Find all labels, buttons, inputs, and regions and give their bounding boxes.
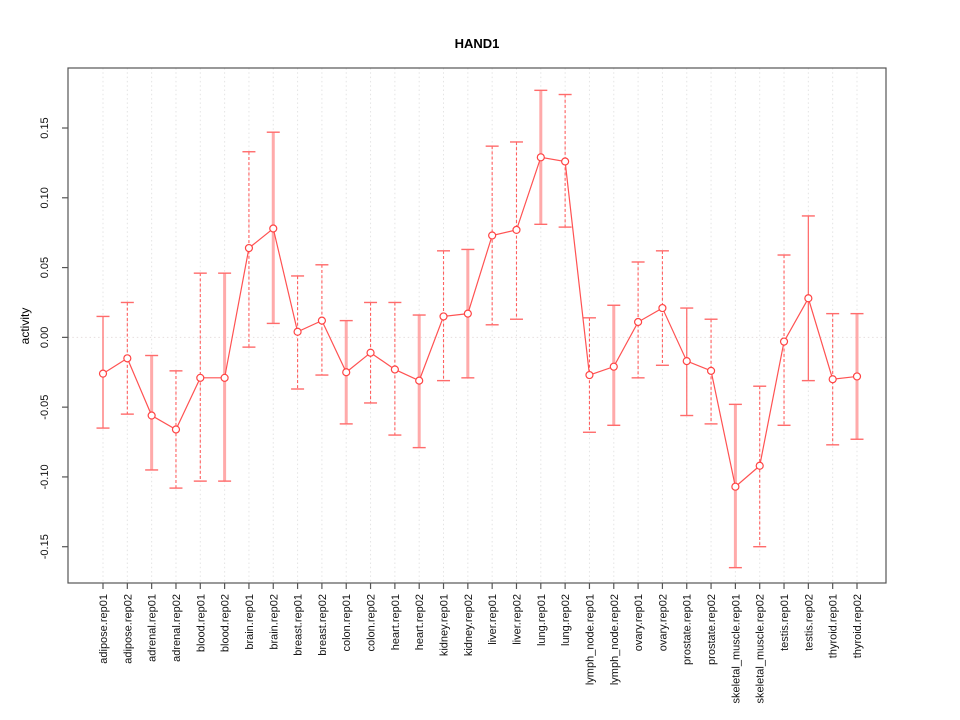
data-point bbox=[731, 482, 740, 491]
x-tick-label: prostate.rep02 bbox=[706, 594, 718, 665]
data-point bbox=[463, 309, 472, 318]
x-tick-label: testis.rep01 bbox=[779, 594, 791, 651]
x-tick-label: blood.rep01 bbox=[195, 594, 207, 652]
data-point bbox=[488, 231, 497, 240]
data-point bbox=[439, 312, 448, 321]
x-tick-label: colon.rep02 bbox=[366, 594, 378, 652]
data-point bbox=[682, 356, 691, 366]
data-point bbox=[706, 366, 716, 375]
data-point bbox=[585, 370, 594, 380]
data-point bbox=[317, 316, 327, 325]
data-point bbox=[633, 317, 643, 327]
data-point bbox=[123, 354, 132, 363]
x-tick-label: lymph_node.rep01 bbox=[584, 594, 596, 685]
data-point bbox=[390, 365, 399, 374]
x-tick-label: blood.rep02 bbox=[220, 594, 232, 652]
data-point bbox=[220, 373, 229, 382]
x-tick-label: prostate.rep01 bbox=[682, 594, 694, 665]
data-point bbox=[536, 153, 545, 162]
data-point bbox=[561, 157, 570, 166]
data-point bbox=[828, 375, 837, 384]
x-tick-label: testis.rep02 bbox=[803, 594, 815, 651]
data-point bbox=[779, 337, 789, 346]
data-point bbox=[415, 376, 424, 385]
x-tick-label: heart.rep01 bbox=[390, 594, 402, 650]
x-tick-label: adipose.rep01 bbox=[98, 594, 110, 664]
x-tick-label: skeletal_muscle.rep02 bbox=[755, 594, 767, 703]
y-tick-label: -0.15 bbox=[39, 534, 51, 559]
data-point bbox=[366, 348, 375, 357]
series-line bbox=[102, 156, 858, 488]
x-tick-label: kidney.rep01 bbox=[439, 594, 451, 656]
x-tick-label: breast.rep02 bbox=[317, 594, 329, 656]
data-point bbox=[244, 243, 254, 253]
y-tick-label: -0.05 bbox=[39, 395, 51, 420]
data-point bbox=[609, 362, 618, 371]
x-tick-label: adipose.rep02 bbox=[122, 594, 134, 664]
y-tick-label: 0.15 bbox=[39, 117, 51, 138]
x-tick-label: liver.rep01 bbox=[487, 594, 499, 645]
x-tick-label: skeletal_muscle.rep01 bbox=[730, 594, 742, 703]
y-tick-label: 0.10 bbox=[39, 187, 51, 208]
x-tick-label: ovary.rep01 bbox=[633, 594, 645, 651]
x-tick-label: colon.rep01 bbox=[341, 594, 353, 652]
x-tick-label: liver.rep02 bbox=[511, 594, 523, 645]
data-point bbox=[342, 368, 351, 377]
x-tick-label: breast.rep01 bbox=[293, 594, 305, 656]
data-point bbox=[658, 303, 667, 313]
x-tick-label: lung.rep01 bbox=[536, 594, 548, 646]
x-tick-label: brain.rep01 bbox=[244, 594, 256, 650]
y-tick-label: 0.00 bbox=[39, 327, 51, 348]
data-point bbox=[852, 372, 862, 381]
x-tick-label: lymph_node.rep02 bbox=[609, 594, 621, 685]
x-tick-label: adrenal.rep01 bbox=[147, 594, 159, 662]
data-point bbox=[196, 373, 205, 382]
chart-title: HAND1 bbox=[454, 36, 500, 51]
y-tick-label: 0.05 bbox=[39, 257, 51, 278]
x-tick-label: lung.rep02 bbox=[560, 594, 572, 646]
x-tick-label: ovary.rep02 bbox=[657, 594, 669, 651]
data-point bbox=[269, 224, 278, 233]
data-point bbox=[171, 425, 181, 434]
x-tick-label: thyroid.rep02 bbox=[852, 594, 864, 658]
x-tick-label: heart.rep02 bbox=[414, 594, 426, 650]
x-tick-label: kidney.rep02 bbox=[463, 594, 475, 656]
x-tick-label: adrenal.rep02 bbox=[171, 594, 183, 662]
data-point bbox=[147, 411, 156, 420]
data-point bbox=[98, 369, 108, 378]
data-point bbox=[293, 327, 302, 336]
data-point bbox=[804, 294, 813, 303]
y-tick-label: -0.10 bbox=[39, 464, 51, 489]
x-tick-label: brain.rep02 bbox=[268, 594, 280, 650]
data-point bbox=[512, 225, 521, 234]
data-point bbox=[755, 461, 764, 470]
x-tick-label: thyroid.rep01 bbox=[828, 594, 840, 658]
plot-frame bbox=[67, 67, 887, 584]
